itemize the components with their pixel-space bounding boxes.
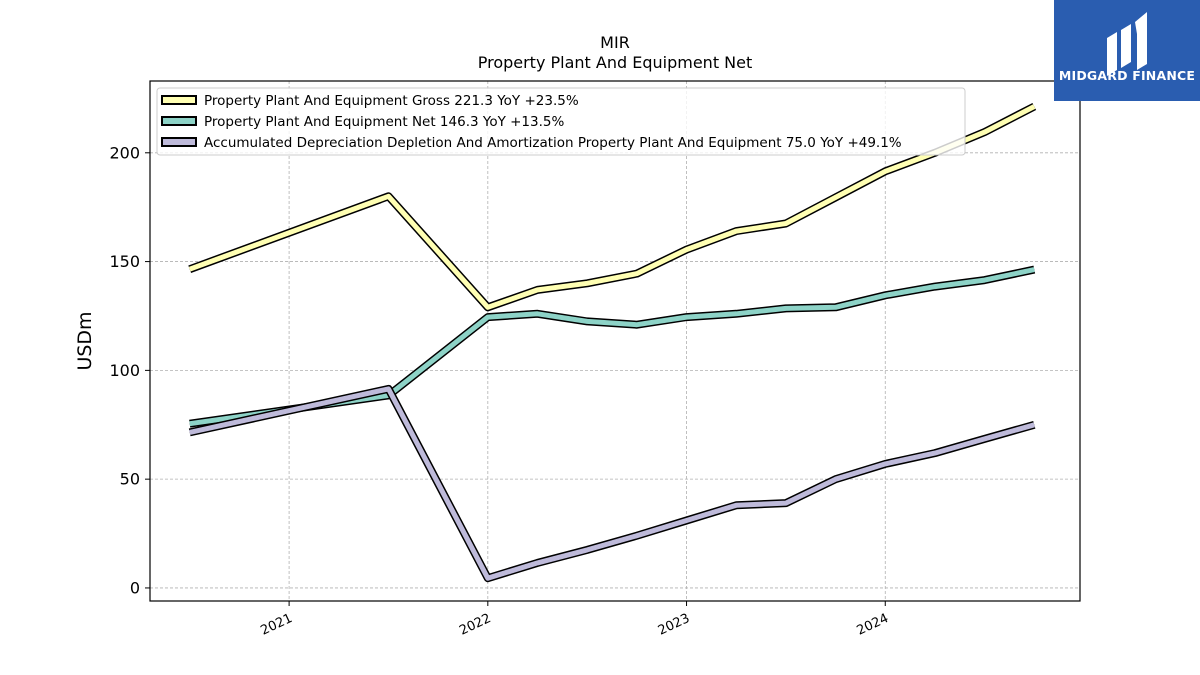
series-line-2 bbox=[189, 265, 1036, 428]
y-tick-label: 150 bbox=[109, 252, 140, 271]
logo-text: MIDGARD FINANCE bbox=[1059, 68, 1195, 83]
series-stroke bbox=[189, 386, 1035, 581]
legend-item-2: Property Plant And Equipment Net 146.3 Y… bbox=[161, 114, 564, 130]
legend-label: Property Plant And Equipment Net 146.3 Y… bbox=[204, 114, 564, 130]
logo: MIDGARD FINANCE bbox=[1054, 0, 1200, 101]
plot-frame bbox=[149, 80, 1081, 602]
legend: Property Plant And Equipment Gross 221.3… bbox=[156, 87, 966, 156]
legend-frame bbox=[156, 87, 966, 156]
legend-swatch bbox=[163, 97, 195, 103]
legend-item-1: Property Plant And Equipment Gross 221.3… bbox=[161, 93, 579, 109]
legend-label: Accumulated Depreciation Depletion And A… bbox=[204, 135, 902, 151]
logo-mark-icon bbox=[1107, 12, 1147, 76]
series-stroke bbox=[188, 104, 1036, 310]
y-axis: 0 50 100 150 200 bbox=[109, 143, 150, 597]
y-tick-label: 50 bbox=[120, 470, 140, 489]
y-tick-label: 0 bbox=[130, 578, 140, 597]
legend-swatch bbox=[163, 118, 195, 124]
chart-subtitle: Property Plant And Equipment Net bbox=[478, 53, 753, 72]
chart-title: MIR bbox=[600, 33, 630, 52]
legend-swatch bbox=[163, 139, 195, 145]
series-stroke bbox=[189, 267, 1035, 427]
series-lines bbox=[188, 102, 1037, 583]
series-line-3 bbox=[188, 384, 1036, 583]
series-line-1 bbox=[188, 102, 1037, 312]
y-tick-label: 100 bbox=[109, 361, 140, 380]
y-axis-label: USDm bbox=[74, 311, 96, 370]
legend-item-3: Accumulated Depreciation Depletion And A… bbox=[161, 135, 902, 151]
legend-label: Property Plant And Equipment Gross 221.3… bbox=[204, 93, 579, 109]
y-tick-label: 200 bbox=[109, 143, 140, 162]
